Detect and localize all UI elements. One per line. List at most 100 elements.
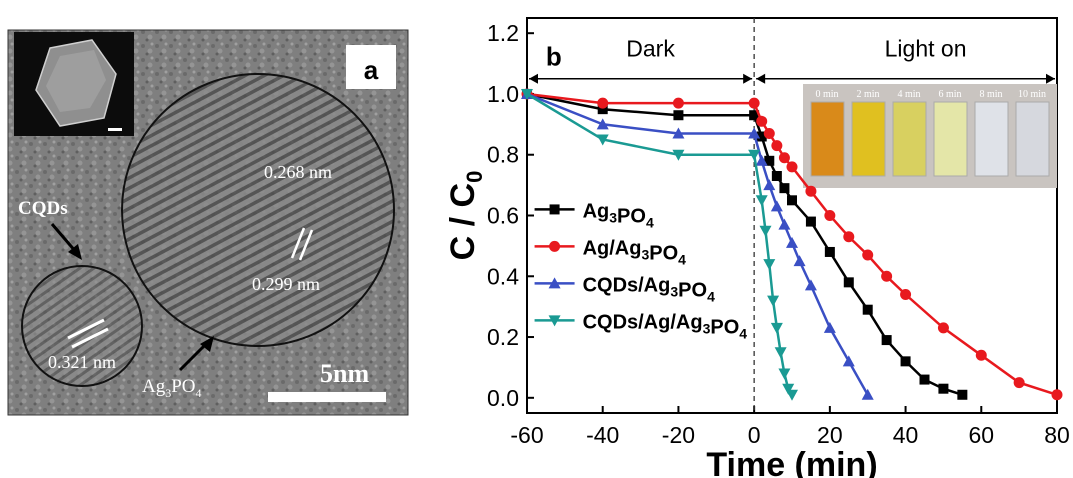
data-point [843, 231, 855, 243]
cuvette-time-label: 8 min [979, 89, 1002, 100]
x-tick-label: -60 [510, 422, 543, 448]
data-point [1013, 377, 1025, 389]
y-axis-label: C / C0 [444, 171, 487, 261]
data-point [672, 97, 684, 109]
data-point [824, 210, 836, 221]
data-point [787, 195, 797, 206]
data-point [673, 110, 684, 121]
x-tick-label: -20 [662, 422, 695, 448]
data-point [774, 347, 787, 359]
y-tick-label: 0.8 [487, 142, 519, 168]
cuvette-time-label: 2 min [856, 89, 879, 100]
legend-marker [548, 315, 561, 327]
data-point [1051, 389, 1063, 401]
data-point [805, 216, 816, 227]
x-tick-label: -40 [586, 422, 619, 448]
data-point [957, 389, 968, 400]
legend-label: CQDs/Ag3PO4 [583, 274, 716, 304]
cuvette [933, 101, 968, 177]
cqds-arrow [50, 223, 82, 260]
particle-large-outline [121, 73, 395, 347]
data-point [748, 97, 760, 109]
data-point [748, 149, 761, 161]
lattice-marker-3 [67, 318, 109, 349]
data-point [786, 161, 798, 173]
data-point [771, 171, 782, 181]
particle-large-fill [122, 74, 394, 346]
data-point [748, 127, 761, 139]
data-point [805, 185, 817, 197]
data-point [597, 104, 608, 115]
data-point [862, 249, 874, 261]
ag3po4-arrow [178, 336, 214, 372]
cuvette [810, 101, 845, 177]
data-point [843, 277, 854, 288]
data-point [756, 115, 768, 127]
dark-region-label: Dark [626, 35, 675, 61]
data-point [763, 127, 775, 139]
hrtem-panel: a 0.268 nm 0.299 nm 0.321 nm CQDs Ag3PO4… [7, 29, 409, 416]
data-point [824, 246, 835, 257]
data-point [597, 97, 609, 109]
data-point [755, 195, 768, 207]
tem-frame [7, 29, 409, 416]
lattice-marker-2 [290, 227, 314, 261]
data-point [672, 149, 685, 161]
y-tick-label: 0.6 [487, 203, 519, 229]
legend-marker [549, 240, 561, 252]
data-point [596, 134, 609, 146]
light-arrow-head-left [756, 73, 766, 84]
cuvette [851, 101, 886, 177]
x-tick-label: 0 [748, 422, 761, 448]
particle-small-outline [21, 265, 143, 387]
data-point [596, 118, 609, 130]
data-point [756, 131, 767, 142]
ag3po4-label: Ag3PO4 [142, 376, 202, 400]
data-point [782, 383, 795, 395]
data-point [861, 388, 874, 400]
light-region-label: Light on [885, 35, 967, 61]
data-point [770, 200, 783, 212]
data-point [764, 155, 775, 166]
data-point [786, 236, 798, 248]
data-point [779, 183, 790, 194]
x-tick-label: 40 [893, 422, 919, 448]
sem-scalebar [108, 128, 122, 131]
data-point [900, 356, 911, 367]
data-point [770, 322, 783, 334]
data-point [672, 127, 685, 139]
x-tick-label: 60 [968, 422, 994, 448]
lattice-spacing-2: 0.299 nm [252, 274, 320, 294]
data-point [938, 383, 949, 394]
data-point [778, 218, 791, 230]
x-tick-label: 20 [817, 422, 843, 448]
lattice-spacing-3: 0.321 nm [48, 352, 116, 372]
data-point [793, 255, 806, 267]
cuvette-time-label: 10 min [1018, 89, 1046, 100]
scalebar [268, 392, 386, 402]
cuvette-time-label: 0 min [815, 89, 838, 100]
data-point [881, 335, 892, 346]
data-point [842, 355, 855, 367]
x-tick-label: 80 [1044, 422, 1070, 448]
data-point [749, 110, 760, 121]
cqds-label: CQDs [18, 198, 68, 219]
data-point [771, 140, 783, 152]
legend-marker [549, 204, 560, 215]
cuvette [974, 101, 1009, 177]
data-point [823, 321, 836, 333]
cuvette-time-label: 4 min [897, 89, 920, 100]
legend-label: Ag3PO4 [583, 200, 654, 230]
scalebar-label: 5nm [320, 359, 369, 388]
y-tick-label: 1.2 [487, 20, 519, 46]
data-point [755, 154, 768, 166]
series-line [526, 92, 869, 396]
cuvette-time-label: 6 min [938, 89, 961, 100]
lattice-spacing-1: 0.268 nm [264, 162, 332, 182]
data-point [937, 322, 949, 334]
data-point [763, 179, 776, 191]
data-point [786, 389, 798, 401]
light-arrow-head-right [1046, 73, 1055, 84]
degradation-chart: -60 -40 -20 0 20 40 60 80 0.0 0.2 0.4 0.6 0.8 1.0 1.2 T… [444, 17, 1070, 478]
panel-a-label-box [346, 45, 396, 89]
